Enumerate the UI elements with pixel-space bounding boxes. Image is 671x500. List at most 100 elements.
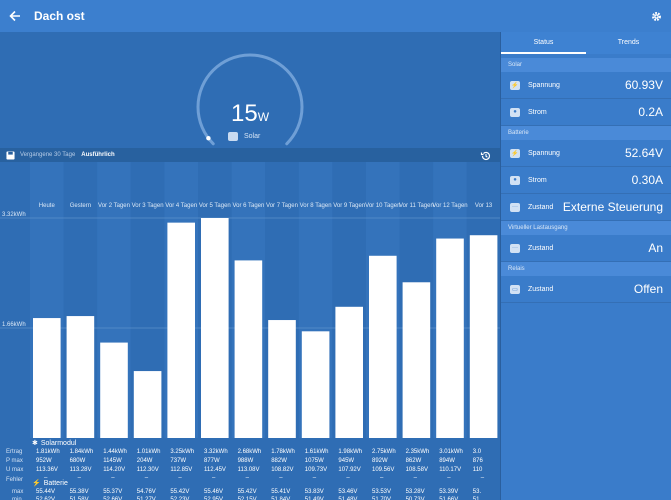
gauge-arc (196, 53, 304, 146)
chart-bar (167, 222, 195, 438)
error-cell: – (447, 475, 451, 481)
table-cell: 112.85V (170, 467, 193, 473)
row-relay-state: ▭ Zustand Offen (501, 276, 671, 303)
errors-row: Fehler – – – – – – – – – – – – – – (0, 470, 500, 500)
gear-icon[interactable] (647, 7, 665, 25)
table-cell: 51.84V (271, 497, 291, 500)
tab-past-30-days[interactable]: Vergangene 30 Tage (20, 152, 76, 158)
table-cell: 113.08V (237, 467, 260, 473)
table-cell: 109.73V (304, 467, 328, 473)
error-cell: – (212, 475, 216, 481)
table-cell: 55.44V (36, 489, 56, 495)
table-cell: 55.42V (170, 489, 190, 495)
table-cell: 53.53V (372, 489, 392, 495)
tab-status[interactable]: Status (501, 32, 586, 54)
history-icon[interactable] (480, 149, 492, 161)
battery-voltage-value: 52.64V (624, 146, 663, 160)
table-cell: 55.46V (204, 489, 224, 495)
table-cell: 113.36V (36, 467, 58, 473)
x-tick-label: Vor 13 (475, 203, 493, 209)
table-cell: 945W (338, 458, 355, 464)
row-label-yield: Ertrag (6, 449, 23, 455)
section-battery: Batterie (501, 126, 671, 140)
top-bar: Dach ost (0, 0, 671, 32)
table-cell: 988W (237, 458, 254, 464)
table-cell: 53.28V (405, 489, 425, 495)
x-tick-label: Vor 4 Tagen (165, 203, 197, 209)
row-label: Spannung (528, 81, 560, 89)
lightning-icon: ⚡ (510, 148, 520, 158)
table-cell: 50.73V (405, 497, 425, 500)
row-battery-state: ··· Zustand Externe Steuerung (501, 194, 671, 221)
table-cell: 1.81kWh (36, 449, 60, 455)
x-tick-label: Heute (39, 203, 56, 209)
status-sidebar: Status Trends Solar ⚡ Spannung 60.93V ● … (500, 32, 671, 500)
table-cell: 52.66V (103, 497, 123, 500)
table-cell: 51.27V (136, 497, 156, 500)
y-tick-label: 3.32kWh (2, 212, 26, 218)
table-cell: 55.42V (237, 489, 257, 495)
error-cell: – (279, 475, 283, 481)
error-cell: – (111, 475, 115, 481)
table-cell: 110.17V (439, 467, 462, 473)
chart-bar (201, 218, 229, 438)
section-header-battery: ⚡ Batterie (32, 479, 68, 488)
row-label: Zustand (528, 244, 554, 252)
section-solar: Solar (501, 58, 671, 72)
table-cell: 51.49V (304, 497, 324, 500)
row-solar-current: ● Strom 0.2A (501, 99, 671, 126)
x-tick-label: Vor 10 Tagen (365, 203, 400, 209)
x-tick-label: Vor 7 Tagen (266, 203, 298, 209)
chart-bar (469, 235, 498, 438)
tab-trends[interactable]: Trends (617, 39, 640, 46)
row-load-state: ··· Zustand An (501, 235, 671, 262)
energy-chart: 3.32kWh 1.66kWh Heute Gestern Vor 2 Tagen Vor… (0, 162, 500, 438)
current-icon: ● (510, 107, 520, 117)
table-cell: 52.23V (170, 497, 190, 500)
section-virtual-load: Virtueller Lastausgang (501, 221, 671, 235)
lightning-icon: ⚡ (510, 80, 520, 90)
chart-bar (301, 331, 330, 438)
table-cell: 2.75kWh (372, 449, 396, 455)
table-cell: 1.84kWh (69, 449, 94, 455)
sun-icon (228, 132, 238, 141)
main-panel: 15W Solar Vergangene 30 Tage Ausführlich… (0, 32, 500, 500)
table-cell: 112.45V (204, 467, 226, 473)
solar-current-value: 0.2A (638, 105, 663, 119)
dots-icon: ··· (510, 243, 520, 253)
table-cell: 892W (372, 458, 388, 464)
x-tick-label: Vor 9 Tagen (333, 203, 365, 209)
row-battery-current: ● Strom 0.30A (501, 167, 671, 194)
current-icon: ● (510, 175, 520, 185)
table-cell: 680W (69, 458, 86, 464)
chart-bar (133, 371, 162, 438)
battery-current-value: 0.30A (631, 173, 663, 187)
table-cell: 862W (405, 458, 422, 464)
table-cell: 1075W (304, 458, 324, 464)
sidebar-tabs: Status Trends (501, 32, 671, 54)
chart-bar (33, 318, 61, 438)
table-cell: 53.46V (338, 489, 358, 495)
table-cell: 52.15V (237, 497, 257, 500)
table-cell: 1.98kWh (338, 449, 363, 455)
error-cell: – (380, 475, 384, 481)
chart-bar (268, 320, 296, 438)
tab-detailed[interactable]: Ausführlich (81, 152, 115, 158)
table-cell: 107.92V (338, 467, 361, 473)
back-arrow-icon[interactable] (4, 5, 26, 27)
data-table: ✱ Solarmodul Ertrag P max U max 1.81kWh 1.84kW… (0, 438, 500, 500)
table-cell: 54.76V (136, 489, 156, 495)
x-tick-label: Vor 6 Tagen (232, 203, 264, 209)
chart-bar (234, 260, 263, 438)
x-tick-label: Vor 12 Tagen (432, 203, 467, 209)
x-tick-label: Vor 5 Tagen (199, 203, 231, 209)
table-cell: 113.28V (69, 467, 92, 473)
relay-state-value: Offen (633, 282, 663, 296)
row-label-umax: U max (6, 467, 24, 473)
error-cell: – (44, 475, 48, 481)
table-cell: 110 (472, 467, 483, 473)
save-icon[interactable] (0, 148, 20, 162)
chart-toolbar: Vergangene 30 Tage Ausführlich (0, 148, 500, 162)
error-cell: – (77, 475, 81, 481)
gauge-value: 15W (230, 100, 270, 127)
